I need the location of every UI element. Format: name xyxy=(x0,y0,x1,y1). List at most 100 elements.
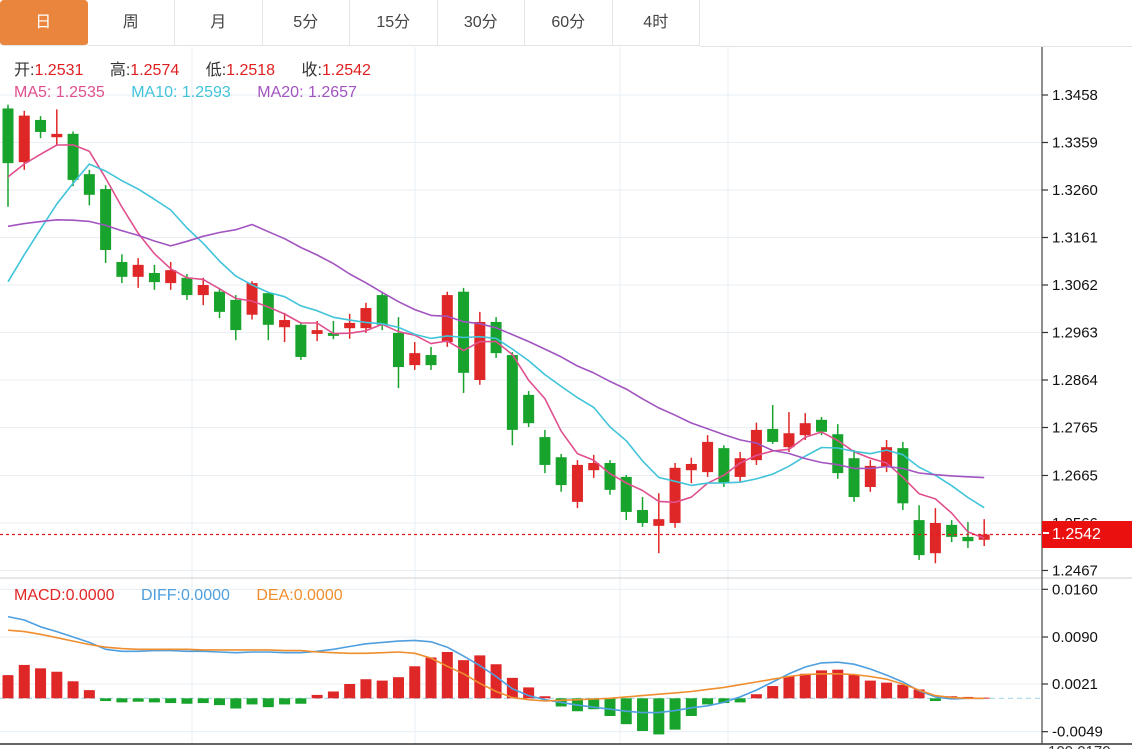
macd-hist-bar xyxy=(311,694,323,699)
price-axis-label: 1.3458 xyxy=(1052,87,1098,104)
candle-body xyxy=(262,293,274,325)
candle-body xyxy=(132,264,144,277)
dea-value: 0.0000 xyxy=(293,587,343,604)
macd-hist-bar xyxy=(848,674,860,699)
macd-hist-bar xyxy=(832,669,844,699)
candle-body xyxy=(230,299,242,331)
candle-body xyxy=(913,520,925,556)
macd-hist-bar xyxy=(230,698,242,709)
tab-week[interactable]: 周 xyxy=(87,0,175,46)
candle-body xyxy=(409,353,421,366)
tab-5min[interactable]: 5分 xyxy=(262,0,350,46)
tab-month[interactable]: 月 xyxy=(175,0,263,46)
diff-value: 0.0000 xyxy=(180,587,230,604)
macd-axis-label: 0.0021 xyxy=(1052,676,1098,693)
candle-body xyxy=(571,464,583,502)
candle-body xyxy=(946,524,958,537)
macd-hist-bar xyxy=(344,684,356,699)
candle-body xyxy=(311,330,323,334)
candle-body xyxy=(344,322,356,329)
ma5-line xyxy=(7,144,985,539)
price-axis-label: 1.3062 xyxy=(1052,277,1098,294)
price-tag-value: 1.2542 xyxy=(1052,526,1101,543)
macd-hist-bar xyxy=(392,677,404,699)
candle-body xyxy=(555,457,567,486)
candle-body xyxy=(181,277,193,296)
price-axis-label: 1.3359 xyxy=(1052,135,1098,152)
macd-hist-bar xyxy=(165,698,177,704)
macd-hist-bar xyxy=(360,679,372,699)
candle-body xyxy=(18,115,30,163)
macd-axis-label: 0.0090 xyxy=(1052,629,1098,646)
ma10-value: 1.2593 xyxy=(181,84,231,101)
current-price-tag: 1.2542 xyxy=(1042,521,1132,548)
macd-hist-bar xyxy=(474,655,486,699)
macd-hist-bar xyxy=(604,698,616,717)
macd-hist-bar xyxy=(409,666,421,699)
ma20-value: 1.2657 xyxy=(307,84,357,101)
tab-15min[interactable]: 15分 xyxy=(350,0,438,46)
macd-hist-bar xyxy=(100,698,112,702)
candle-body xyxy=(897,448,909,504)
macd-hist-bar xyxy=(295,698,307,704)
tab-60min[interactable]: 60分 xyxy=(525,0,613,46)
tabbar-filler xyxy=(700,0,1132,47)
ohlc-legend: 开:1.2531 高:1.2574 低:1.2518 收:1.2542 xyxy=(14,56,393,80)
ma10-line xyxy=(7,163,985,509)
candle-body xyxy=(392,332,404,368)
candle-body xyxy=(783,433,795,448)
macd-hist-bar xyxy=(2,675,14,699)
price-axis-label: 1.2963 xyxy=(1052,325,1098,342)
macd-hist-bar xyxy=(490,664,502,699)
macd-hist-bar xyxy=(767,686,779,699)
candle-body xyxy=(83,174,95,195)
price-axis-label: 1.2864 xyxy=(1052,372,1098,389)
candle-body xyxy=(929,522,941,554)
tab-30min[interactable]: 30分 xyxy=(437,0,525,46)
macd-hist-bar xyxy=(441,651,453,699)
candle-body xyxy=(490,321,502,354)
timeframe-tabbar: 日 周 月 5分 15分 30分 60分 4时 xyxy=(0,0,1132,47)
low-label: 低: xyxy=(205,62,227,79)
macd-hist-bar xyxy=(799,673,811,699)
close-value: 1.2542 xyxy=(321,62,371,79)
macd-hist-bar xyxy=(637,698,649,731)
candle-body xyxy=(327,332,339,336)
macd-hist-bar xyxy=(897,684,909,699)
macd-hist-bar xyxy=(539,696,551,699)
macd-hist-bar xyxy=(376,680,388,699)
close-label: 收: xyxy=(301,62,322,79)
ma10-label: MA10: xyxy=(131,84,178,101)
candle-body xyxy=(116,261,128,277)
macd-hist-bar xyxy=(262,698,274,708)
candle-body xyxy=(458,291,470,373)
macd-hist-bar xyxy=(881,682,893,699)
candle-body xyxy=(35,119,47,132)
ma20-line xyxy=(7,219,985,479)
candle-body xyxy=(197,285,209,296)
candle-body xyxy=(214,291,226,312)
price-axis-label: 1.3260 xyxy=(1052,182,1098,199)
tab-4hour[interactable]: 4时 xyxy=(612,0,700,46)
candle-body xyxy=(425,355,437,366)
ma20-label: MA20: xyxy=(257,84,304,101)
diff-line xyxy=(7,615,985,714)
macd-hist-bar xyxy=(750,694,762,699)
open-value: 1.2531 xyxy=(34,62,84,79)
candle-body xyxy=(100,189,112,250)
high-value: 1.2574 xyxy=(130,62,180,79)
macd-hist-bar xyxy=(588,698,600,710)
tab-day[interactable]: 日 xyxy=(0,0,88,46)
macd-hist-bar xyxy=(116,698,128,703)
macd-hist-bar xyxy=(425,657,437,699)
dea-label: DEA: xyxy=(256,587,294,604)
candle-body xyxy=(653,519,665,526)
low-value: 1.2518 xyxy=(226,62,276,79)
macd-hist-bar xyxy=(51,671,63,699)
candle-body xyxy=(767,428,779,442)
candle-body xyxy=(816,419,827,432)
macd-label: MACD: xyxy=(14,587,66,604)
candle-body xyxy=(962,536,974,542)
